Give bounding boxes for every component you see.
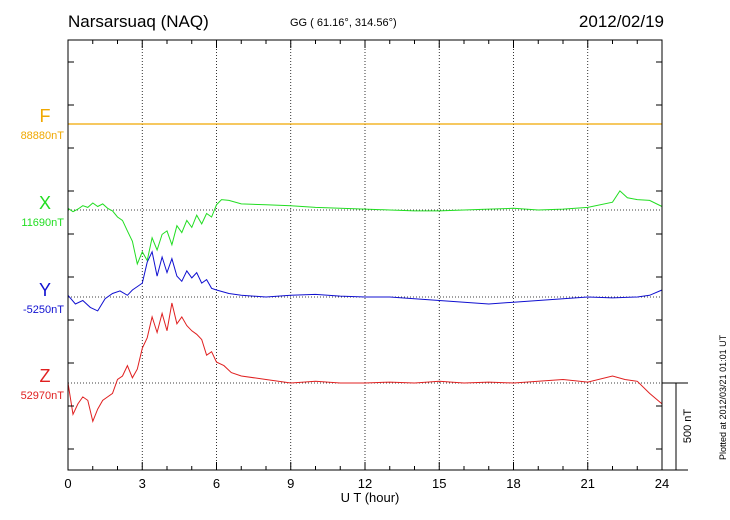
series-name-z: Z (40, 366, 51, 386)
x-tick-label: 6 (213, 476, 220, 491)
station-title: Narsarsuaq (NAQ) (68, 12, 209, 31)
scale-bar: 500 nT (662, 382, 694, 471)
x-tick-label: 12 (358, 476, 372, 491)
baseline-value-f: 88880nT (21, 130, 65, 142)
x-tick-labels: 0 3 6 9 12 15 18 21 24 (64, 476, 669, 491)
series-name-y: Y (39, 280, 51, 300)
x-tick-label: 15 (432, 476, 446, 491)
baseline-value-z: 52970nT (21, 390, 65, 402)
baseline-value-x: 11690nT (21, 217, 64, 229)
plot-date: 2012/02/19 (578, 12, 664, 31)
x-tick-label: 18 (506, 476, 520, 491)
trace-x (67, 190, 663, 266)
series-name-x: X (39, 193, 51, 213)
series-name-f: F (40, 106, 51, 126)
baseline-value-y: -5250nT (23, 304, 64, 316)
x-tick-label: 24 (655, 476, 669, 491)
data-traces (67, 123, 663, 423)
x-axis-label: U T (hour) (341, 490, 400, 505)
station-coordinates: GG ( 61.16°, 314.56°) (290, 17, 397, 29)
grid-lines (141, 40, 589, 470)
trace-y (67, 250, 663, 312)
series-labels: F 88880nT X 11690nT Y -5250nT Z 52970nT (21, 106, 65, 402)
plot-frame (67, 39, 663, 471)
scale-bar-label: 500 nT (682, 409, 694, 444)
trace-z (67, 302, 663, 423)
x-tick-label: 9 (287, 476, 294, 491)
x-tick-label: 21 (581, 476, 595, 491)
plotted-timestamp: Plotted at 2012/03/21 01:01 UT (718, 334, 728, 460)
axis-ticks (67, 40, 663, 470)
x-tick-label: 3 (139, 476, 146, 491)
x-tick-label: 0 (64, 476, 71, 491)
